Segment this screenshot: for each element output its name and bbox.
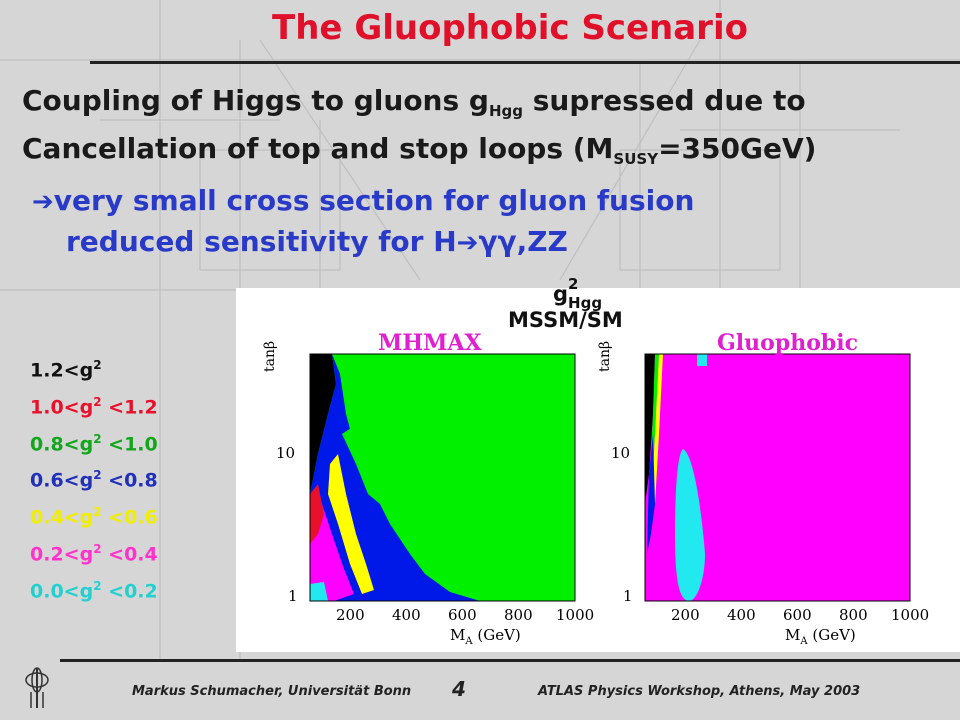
ytick-10-left: 10 [276, 444, 295, 462]
xtick-200-left: 200 [336, 606, 365, 624]
gluophobic-title: Gluophobic [717, 330, 858, 356]
coupling-legend: 1.2<g2 1.0<g2 <1.2 0.8<g2 <1.0 0.6<g2 <0… [30, 350, 158, 608]
xtick-200-right: 200 [671, 606, 700, 624]
xtick-800-right: 800 [839, 606, 868, 624]
footer-event: ATLAS Physics Workshop, Athens, May 2003 [538, 684, 861, 699]
xtick-400-right: 400 [727, 606, 756, 624]
mhmax-plot: MHMAX tanβ 10 1 200 400 600 800 1000 MA … [262, 330, 594, 647]
gluophobic-plot: Gluophobic tanβ 10 1 200 400 600 800 100… [597, 330, 929, 647]
xtick-800-left: 800 [504, 606, 533, 624]
bottom-divider [60, 659, 960, 662]
region-black [310, 354, 336, 494]
intro-paragraph: Coupling of Higgs to gluons gHgg supress… [22, 82, 816, 178]
right-arrow-icon: ➔ [456, 228, 479, 258]
legend-item: 0.6<g2 <0.8 [30, 468, 158, 492]
xtick-600-left: 600 [448, 606, 477, 624]
xtick-400-left: 400 [392, 606, 421, 624]
ytick-1-right: 1 [623, 587, 633, 605]
xtick-1000-right: 1000 [891, 606, 929, 624]
legend-item: 0.0<g2 <0.2 [30, 578, 158, 603]
region-cyan-small [697, 354, 707, 366]
region-cyan-lobe [675, 449, 705, 601]
slide-title: The Gluophobic Scenario [272, 8, 748, 48]
footer-author: Markus Schumacher, Universität Bonn [132, 684, 412, 699]
mhmax-title: MHMAX [378, 330, 483, 356]
region-magenta [310, 504, 354, 601]
xtick-1000-left: 1000 [556, 606, 594, 624]
plot-panel: MHMAX tanβ 10 1 200 400 600 800 1000 MA … [236, 288, 960, 652]
region-yellow [328, 454, 374, 594]
page-number: 4 [452, 677, 466, 701]
legend-item: 1.2<g2 [30, 358, 102, 382]
xlabel-right: MA (GeV) [785, 626, 856, 647]
bullet-line-2: reduced sensitivity for H➔γγ,ZZ [66, 225, 568, 258]
legend-item: 0.8<g2 <1.0 [30, 431, 158, 455]
top-divider [90, 61, 960, 64]
region-green-notch [342, 426, 380, 504]
ylabel-right: tanβ [597, 341, 613, 372]
ytick-1-left: 1 [288, 587, 298, 605]
region-cyan [310, 582, 328, 601]
legend-header-label: MSSM/SM [508, 308, 623, 332]
right-arrow-icon: ➔ [32, 187, 54, 217]
region-red [310, 484, 324, 544]
bullet-block: ➔very small cross section for gluon fusi… [32, 181, 694, 263]
region-edge-blue [647, 434, 655, 554]
legend-item: 1.0<g2 <1.2 [30, 394, 158, 419]
intro-line-2: Cancellation of top and stop loops (MSUS… [22, 132, 817, 168]
ylabel-left: tanβ [262, 341, 278, 372]
legend-item: 0.4<g2 <0.6 [30, 505, 158, 529]
legend-header: g 2 Hgg MSSM/SM [508, 275, 623, 332]
intro-line-1: Coupling of Higgs to gluons gHgg supress… [22, 84, 806, 120]
coupling-plots: MHMAX tanβ 10 1 200 400 600 800 1000 MA … [262, 330, 929, 647]
region-edge-yellow [651, 354, 663, 504]
xlabel-left: MA (GeV) [450, 626, 521, 647]
region-black [645, 354, 655, 504]
legend-item: 0.2<g2 <0.4 [30, 542, 158, 566]
xtick-600-right: 600 [783, 606, 812, 624]
atlas-logo-icon [25, 667, 49, 708]
bullet-line-1: ➔very small cross section for gluon fusi… [32, 184, 695, 217]
ytick-10-right: 10 [611, 444, 630, 462]
